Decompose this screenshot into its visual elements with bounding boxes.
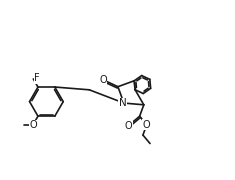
Text: O: O	[99, 75, 107, 85]
Text: N: N	[119, 98, 127, 108]
Text: O: O	[29, 120, 37, 130]
Text: F: F	[35, 73, 40, 83]
Text: O: O	[143, 120, 151, 130]
Text: O: O	[125, 121, 132, 130]
